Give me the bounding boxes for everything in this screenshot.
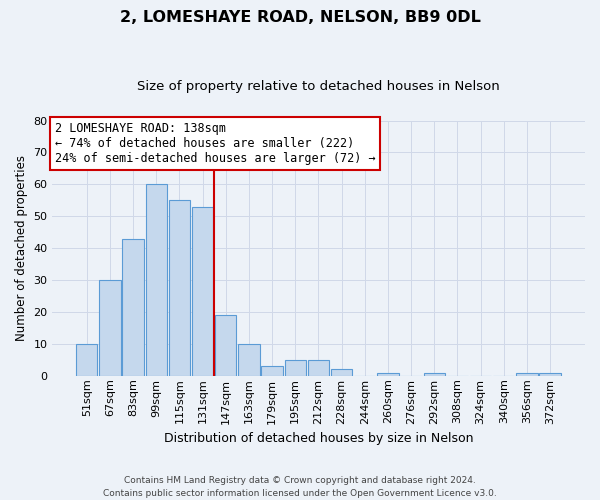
Text: 2 LOMESHAYE ROAD: 138sqm
← 74% of detached houses are smaller (222)
24% of semi-: 2 LOMESHAYE ROAD: 138sqm ← 74% of detach… [55, 122, 375, 165]
Bar [169, 200, 190, 376]
Bar [146, 184, 167, 376]
Bar [539, 372, 561, 376]
Bar [122, 238, 144, 376]
Y-axis label: Number of detached properties: Number of detached properties [15, 155, 28, 341]
Bar [192, 206, 213, 376]
Text: Contains HM Land Registry data © Crown copyright and database right 2024.
Contai: Contains HM Land Registry data © Crown c… [103, 476, 497, 498]
Bar [215, 315, 236, 376]
Text: 2, LOMESHAYE ROAD, NELSON, BB9 0DL: 2, LOMESHAYE ROAD, NELSON, BB9 0DL [119, 10, 481, 25]
Bar [331, 370, 352, 376]
Bar [516, 372, 538, 376]
Bar [308, 360, 329, 376]
Bar [377, 372, 398, 376]
Bar [99, 280, 121, 376]
Bar [262, 366, 283, 376]
Bar [424, 372, 445, 376]
X-axis label: Distribution of detached houses by size in Nelson: Distribution of detached houses by size … [164, 432, 473, 445]
Bar [284, 360, 306, 376]
Bar [76, 344, 97, 376]
Bar [238, 344, 260, 376]
Title: Size of property relative to detached houses in Nelson: Size of property relative to detached ho… [137, 80, 500, 93]
